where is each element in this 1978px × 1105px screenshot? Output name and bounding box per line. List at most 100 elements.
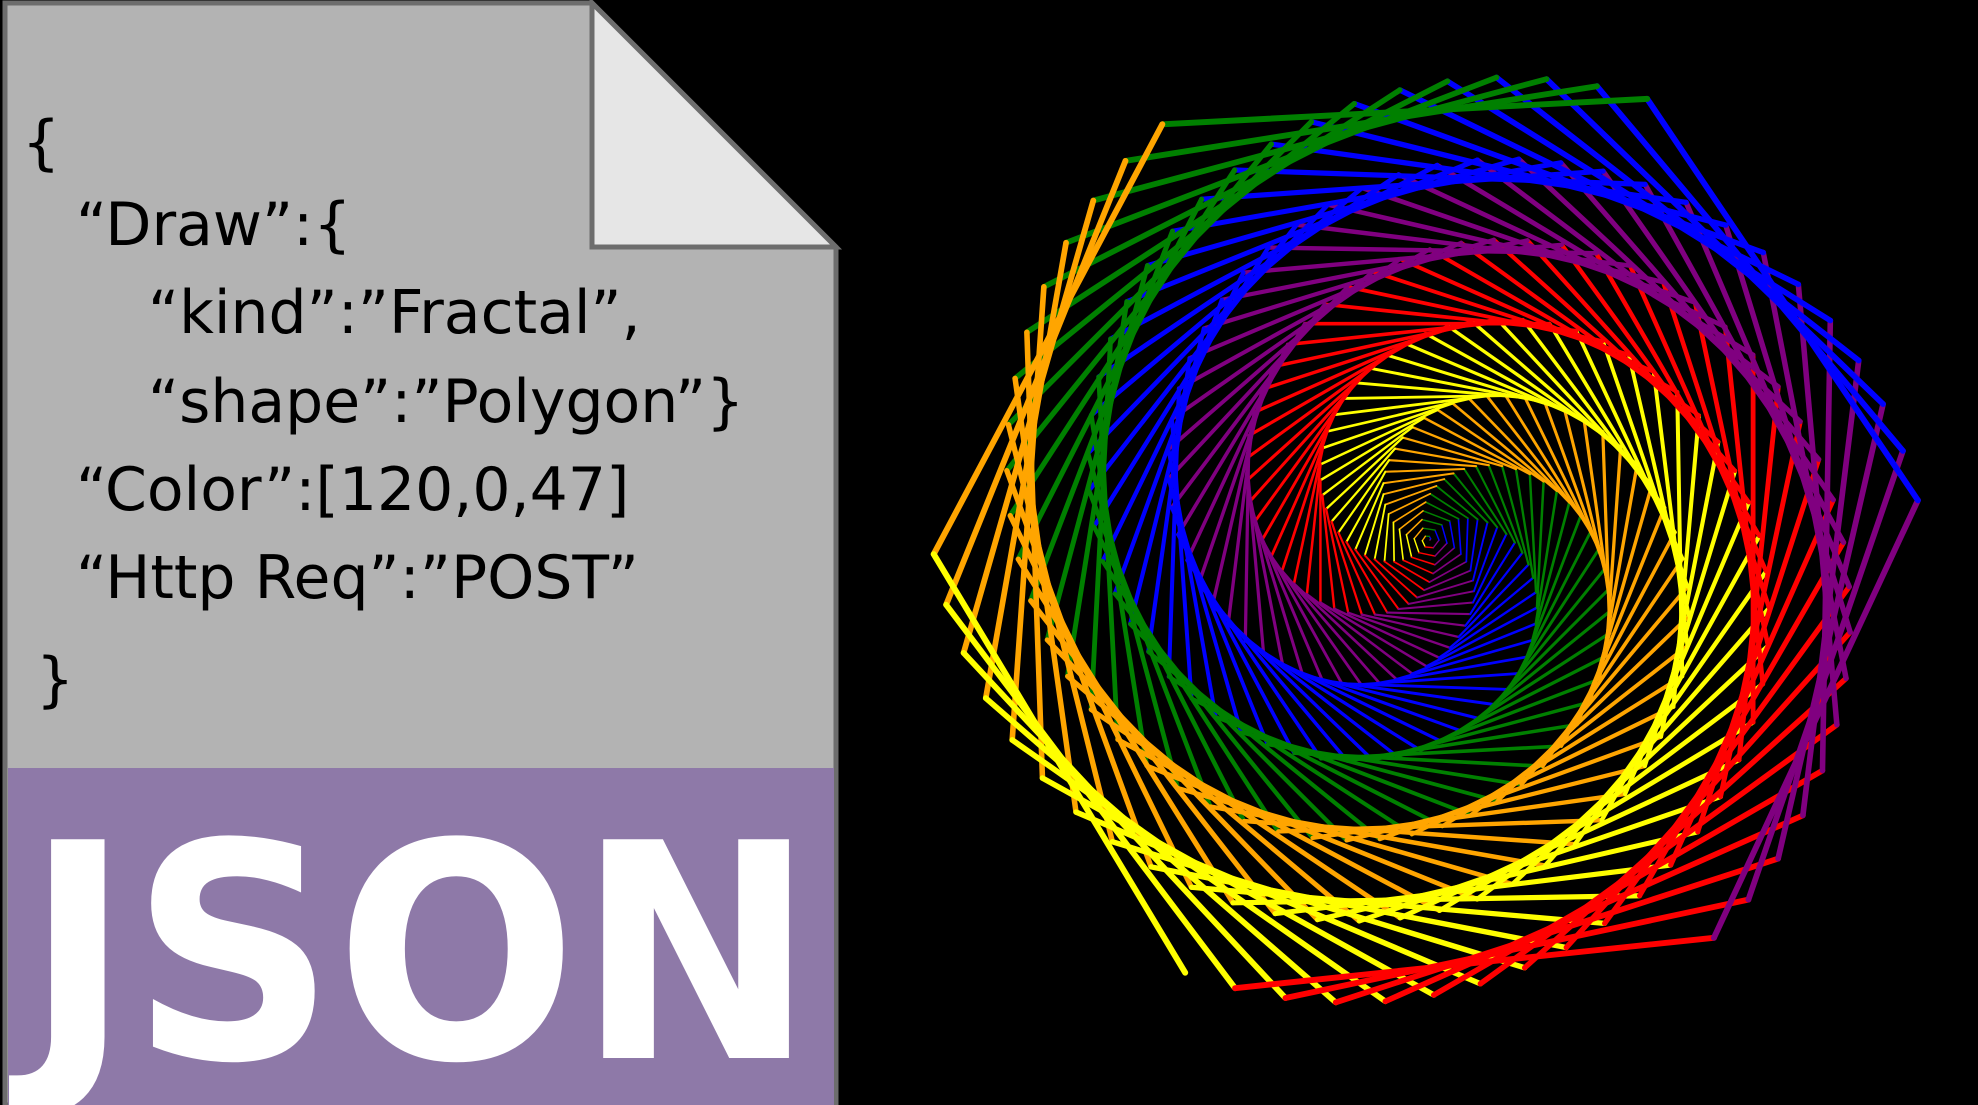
spiral-segment bbox=[1514, 467, 1535, 579]
spiral-segment bbox=[1384, 485, 1438, 506]
spiral-segment bbox=[1393, 447, 1490, 467]
spiral-segment bbox=[1281, 664, 1464, 733]
spiral-segment bbox=[1354, 381, 1527, 400]
spiral-segment bbox=[1282, 896, 1752, 1001]
code-line: “shape”:”Polygon”} bbox=[148, 367, 744, 437]
spiral-segment bbox=[1602, 584, 1852, 927]
spiral-segment bbox=[1248, 500, 1305, 677]
spiral-segment bbox=[1421, 535, 1427, 542]
spiral-segment bbox=[1392, 521, 1395, 563]
spiral-segment bbox=[1383, 560, 1425, 592]
spiral-segment bbox=[1253, 519, 1324, 682]
spiral-segment bbox=[1469, 518, 1479, 572]
spiral-segment bbox=[1401, 436, 1504, 468]
spiral-segment bbox=[1543, 76, 1886, 407]
spiral-segment bbox=[1421, 518, 1443, 526]
spiral-segment bbox=[1465, 517, 1469, 563]
spiral-segment bbox=[1325, 507, 1350, 614]
spiral-segment bbox=[1321, 493, 1336, 610]
spiral-segment bbox=[1384, 467, 1466, 473]
spiral-segment bbox=[1245, 478, 1285, 668]
spiral-segment bbox=[1506, 547, 1601, 691]
spiral-segment bbox=[1360, 613, 1460, 639]
spiral-segment bbox=[1441, 524, 1448, 544]
spiral-segment bbox=[1354, 482, 1385, 551]
spiral-segment bbox=[1320, 678, 1497, 707]
label-band bbox=[8, 768, 834, 1105]
spiral-segment bbox=[1377, 655, 1528, 685]
spiral-segment bbox=[1429, 492, 1469, 520]
spiral-segment bbox=[1452, 472, 1499, 529]
spiral-segment bbox=[1432, 553, 1462, 575]
spiral-segment bbox=[1471, 533, 1508, 604]
spiral-segment bbox=[1487, 464, 1524, 554]
spiral-segment bbox=[1424, 546, 1434, 549]
spiral-segment bbox=[1330, 447, 1397, 523]
spiral-segment bbox=[1416, 579, 1474, 599]
file-type-label: JSON bbox=[7, 780, 815, 1105]
code-line: “Draw”:{ bbox=[76, 190, 351, 260]
spiral-segment bbox=[1472, 526, 1499, 593]
spiral-segment bbox=[1333, 607, 1441, 659]
spiral-segment bbox=[1467, 397, 1571, 504]
spiral-segment bbox=[1260, 397, 1346, 542]
spiral-segment bbox=[1347, 611, 1451, 649]
spiral-segment bbox=[1148, 864, 1569, 951]
spiral-segment bbox=[1325, 436, 1404, 511]
spiral-segment bbox=[1451, 402, 1559, 493]
spiral-segment bbox=[1535, 480, 1545, 609]
spiral-segment bbox=[1301, 673, 1481, 721]
code-line: “Http Req”:”POST” bbox=[76, 543, 639, 613]
spiral-segment bbox=[1373, 558, 1419, 599]
spiral-segment bbox=[1405, 533, 1413, 558]
spiral-segment bbox=[1402, 559, 1434, 575]
spiral-segment bbox=[1800, 357, 1862, 819]
spiral-segment bbox=[1516, 530, 1593, 675]
spiral-segment bbox=[1383, 513, 1390, 563]
spiral-segment bbox=[1469, 541, 1516, 616]
spiral-segment bbox=[1434, 547, 1456, 566]
spiral-segment bbox=[1305, 463, 1322, 596]
code-line: “kind”:”Fractal”, bbox=[148, 278, 641, 348]
spiral-segment bbox=[1428, 560, 1468, 583]
spiral-segment bbox=[1012, 375, 1079, 815]
spiral-segment bbox=[1594, 83, 1906, 454]
spiral-segment bbox=[1493, 566, 1607, 707]
file-fold bbox=[589, 0, 843, 250]
spiral-segment bbox=[1382, 478, 1446, 496]
spiral-segment bbox=[1024, 329, 1046, 781]
spiral-segment bbox=[1474, 465, 1516, 544]
spiral-segment bbox=[930, 551, 1189, 976]
spiral-segment bbox=[1424, 501, 1460, 520]
spiral-segment bbox=[1292, 446, 1325, 586]
spiral-segment bbox=[1368, 366, 1547, 404]
spiral-segment bbox=[1004, 141, 1274, 474]
spiral-segment bbox=[1386, 611, 1472, 616]
spiral-segment bbox=[1425, 606, 1539, 668]
spiral-segment bbox=[1351, 100, 1767, 256]
spiral-segment bbox=[943, 157, 1129, 608]
spiral-segment bbox=[1321, 402, 1454, 450]
spiral-segment bbox=[1457, 563, 1530, 639]
spiral-segment bbox=[1411, 426, 1518, 471]
spiral-segment bbox=[1280, 430, 1329, 573]
spiral-segment bbox=[1422, 416, 1532, 476]
spiral-segment bbox=[1534, 489, 1559, 626]
spiral-segment bbox=[1795, 281, 1840, 728]
spiral-segment bbox=[1382, 472, 1455, 485]
spiral-segment bbox=[1448, 576, 1535, 649]
spiral-segment bbox=[1457, 517, 1462, 555]
spiral-segment bbox=[1683, 199, 1852, 590]
spiral-segment bbox=[1477, 721, 1840, 987]
spiral-segment bbox=[1373, 613, 1467, 627]
spiral-segment bbox=[1562, 407, 1611, 591]
spiral-segment bbox=[1410, 622, 1538, 675]
spiral-segment bbox=[1363, 554, 1410, 605]
spiral-segment bbox=[1421, 540, 1426, 548]
spiral-segment bbox=[1397, 87, 1802, 288]
spiral-segment bbox=[982, 239, 1069, 701]
spiral-segment bbox=[1760, 249, 1849, 682]
spiral-segment bbox=[930, 121, 1166, 558]
spiral-segment bbox=[1392, 501, 1427, 524]
spiral-segment bbox=[1437, 590, 1538, 659]
